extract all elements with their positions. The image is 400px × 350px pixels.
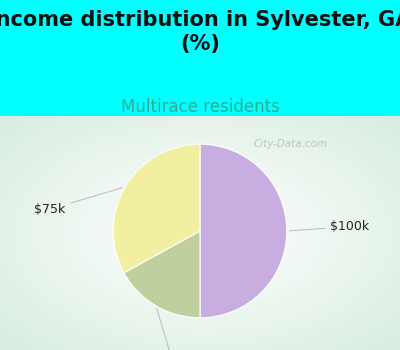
- Wedge shape: [200, 144, 287, 318]
- Text: $20k: $20k: [157, 308, 190, 350]
- Wedge shape: [113, 144, 200, 273]
- Text: $100k: $100k: [290, 220, 369, 233]
- Text: City-Data.com: City-Data.com: [254, 139, 328, 149]
- Wedge shape: [124, 231, 200, 318]
- Text: $75k: $75k: [34, 188, 123, 216]
- Text: Multirace residents: Multirace residents: [120, 98, 280, 116]
- Text: Income distribution in Sylvester, GA
(%): Income distribution in Sylvester, GA (%): [0, 10, 400, 54]
